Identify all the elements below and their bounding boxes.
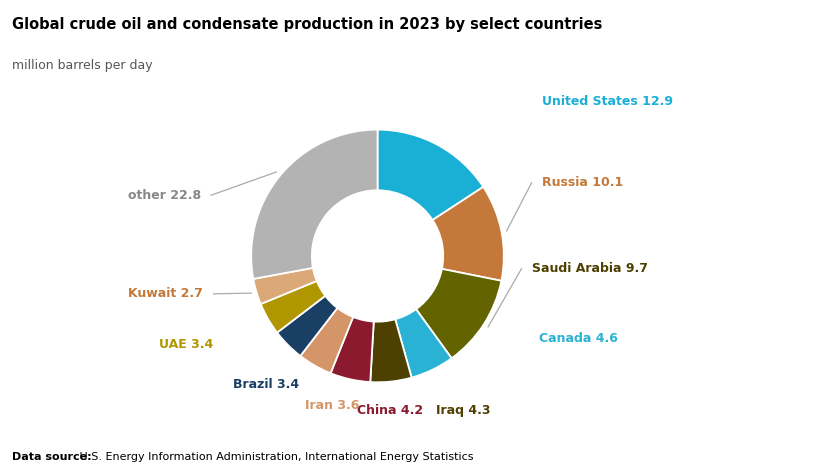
Wedge shape bbox=[370, 319, 411, 383]
Wedge shape bbox=[330, 317, 373, 382]
Text: UAE 3.4: UAE 3.4 bbox=[159, 338, 213, 351]
Wedge shape bbox=[301, 308, 354, 373]
Wedge shape bbox=[433, 187, 504, 281]
Text: U.S. Energy Information Administration, International Energy Statistics: U.S. Energy Information Administration, … bbox=[76, 452, 473, 462]
Wedge shape bbox=[377, 129, 483, 220]
Wedge shape bbox=[251, 129, 377, 279]
Text: Saudi Arabia 9.7: Saudi Arabia 9.7 bbox=[532, 262, 648, 275]
Text: Kuwait 2.7: Kuwait 2.7 bbox=[128, 287, 203, 301]
Text: Iran 3.6: Iran 3.6 bbox=[305, 399, 359, 411]
Text: United States 12.9: United States 12.9 bbox=[542, 95, 672, 109]
Text: Russia 10.1: Russia 10.1 bbox=[542, 176, 623, 189]
Text: China 4.2: China 4.2 bbox=[357, 403, 423, 417]
Wedge shape bbox=[254, 268, 317, 304]
Text: Global crude oil and condensate production in 2023 by select countries: Global crude oil and condensate producti… bbox=[12, 17, 603, 32]
Wedge shape bbox=[277, 296, 337, 356]
Wedge shape bbox=[416, 269, 501, 358]
Wedge shape bbox=[396, 309, 452, 378]
Wedge shape bbox=[261, 281, 325, 333]
Text: Iraq 4.3: Iraq 4.3 bbox=[436, 403, 491, 417]
Text: Brazil 3.4: Brazil 3.4 bbox=[233, 378, 299, 392]
Text: million barrels per day: million barrels per day bbox=[12, 59, 153, 72]
Text: Data source:: Data source: bbox=[12, 452, 92, 462]
Text: other 22.8: other 22.8 bbox=[127, 189, 201, 202]
Text: Canada 4.6: Canada 4.6 bbox=[539, 332, 618, 345]
